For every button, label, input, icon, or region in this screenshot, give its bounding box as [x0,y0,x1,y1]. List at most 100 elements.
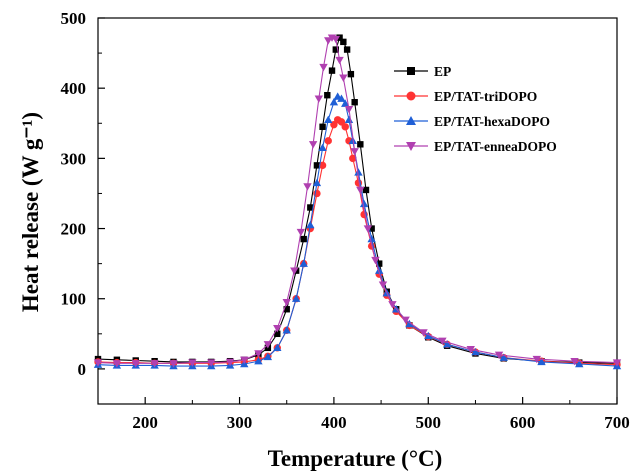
data-point [273,325,282,333]
data-point [368,225,375,232]
data-point [344,115,354,123]
data-point [324,115,333,123]
x-tick-label: 700 [604,413,630,432]
y-tick-label: 300 [61,149,87,168]
data-point [339,74,348,82]
data-point [314,95,324,103]
data-point [424,331,433,340]
data-point [537,357,546,366]
data-point [401,316,410,324]
data-point [324,92,331,99]
data-point [282,299,291,307]
data-point [347,70,355,78]
data-point [296,228,306,237]
data-point [319,123,326,130]
plot-area-border [97,17,618,405]
data-point [318,161,327,170]
data-point [274,330,281,338]
data-point [341,99,350,107]
series-3 [93,92,622,370]
data-point [307,204,314,211]
data-point [303,183,312,191]
legend-marker [406,116,416,125]
data-point [340,38,347,46]
data-point [357,141,364,148]
data-point [188,359,197,367]
legend-marker [406,142,416,151]
y-tick-label: 0 [78,360,87,379]
data-point [350,148,359,156]
series-line [97,37,618,364]
data-point [570,357,579,366]
data-point [337,94,346,102]
data-point [419,329,428,337]
series-4 [93,34,622,368]
data-point [263,352,273,361]
data-point [291,294,301,302]
x-tick-label: 200 [132,413,158,432]
legend-label: EP/TAT-hexaDOPO [434,114,550,129]
data-point [328,67,336,74]
data-point [283,306,290,313]
data-point [375,266,384,274]
data-point [93,359,103,367]
legend-marker [407,67,415,75]
series-line [97,95,618,367]
data-point [254,350,263,358]
y-tick-label: 500 [61,9,87,28]
data-point [299,259,308,267]
data-point [324,137,332,145]
data-point [351,99,358,106]
data-point [356,186,365,195]
data-point [225,358,235,367]
data-point [312,178,322,187]
data-point [306,220,315,229]
data-point [336,34,343,41]
data-point [290,267,299,275]
data-point [466,346,475,354]
data-point [575,359,584,368]
data-point [112,360,122,368]
series-line [97,36,618,364]
data-point [376,260,383,267]
data-point [300,235,307,243]
data-point [367,234,376,243]
data-point [331,35,340,44]
data-point [324,37,333,45]
data-point [405,319,414,328]
data-point [388,301,397,309]
legend-label: EP/TAT-enneaDOPO [434,139,557,154]
series-1 [94,34,621,367]
legend-label: EP/TAT-triDOPO [434,89,537,104]
data-point [349,154,357,163]
data-point [362,186,370,194]
data-point [494,351,504,360]
legend-item: EP [394,64,451,79]
legend-item: EP/TAT-hexaDOPO [394,114,550,129]
legend-marker [406,91,416,101]
legend-item: EP/TAT-enneaDOPO [394,139,557,154]
data-point [499,353,508,361]
legend-label: EP [434,64,451,79]
series-layer [93,34,622,370]
data-point [438,337,447,346]
ticks-layer: 200 300 400 500 600 700 0 100 200 300 400 500 [61,9,630,432]
data-point [150,360,159,368]
data-point [442,340,452,348]
data-point [344,106,354,114]
data-point [282,326,291,334]
data-point [207,359,216,367]
data-point [471,347,480,356]
x-tick-label: 300 [227,413,253,432]
legend: EP EP/TAT-triDOPO EP/TAT-hexaDOPO EP/TAT-en… [394,64,557,154]
data-point [273,343,282,352]
data-point [363,225,373,233]
data-point [240,356,249,364]
data-point [532,355,541,364]
data-point [329,98,339,106]
x-tick-label: 500 [416,413,442,432]
x-tick-label: 600 [510,413,536,432]
y-tick-label: 400 [61,79,87,98]
data-point [371,256,380,265]
